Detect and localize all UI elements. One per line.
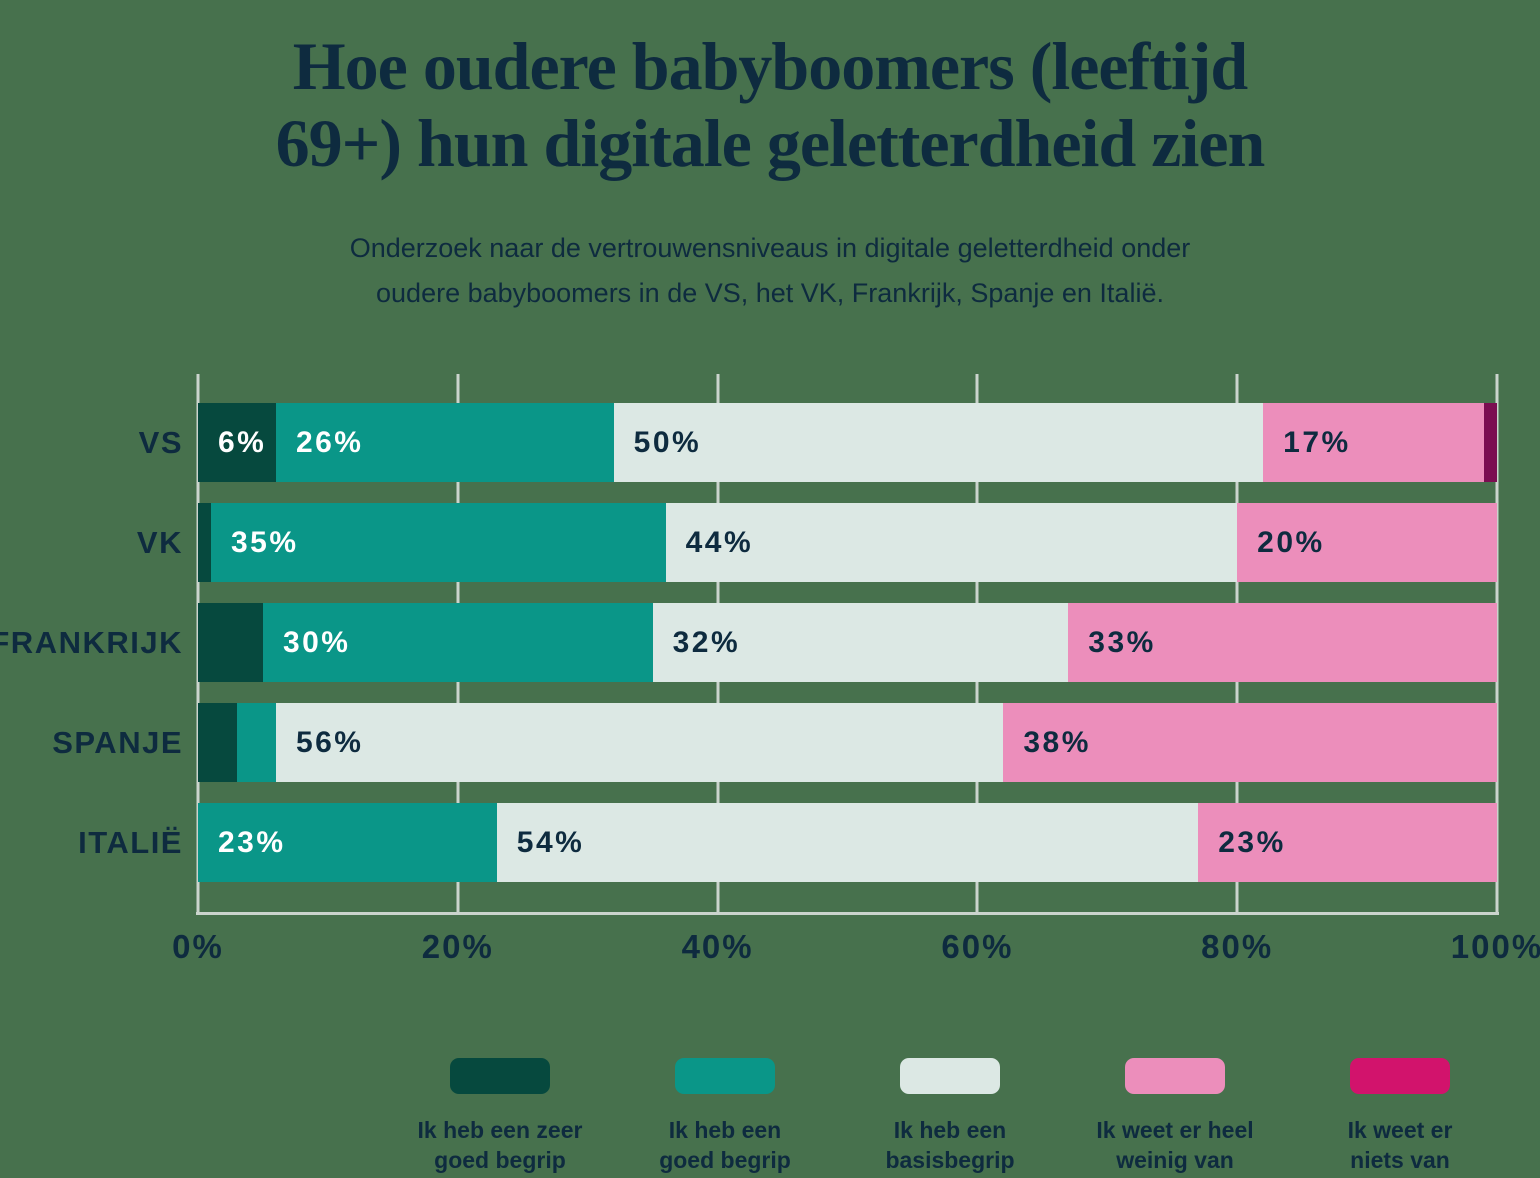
legend-item-label: Ik heb een goed begrip — [659, 1117, 791, 1174]
bar-segment: 54% — [496, 803, 1199, 883]
x-tick-label: 80% — [1201, 928, 1274, 966]
x-tick-label: 60% — [941, 928, 1014, 966]
page: Hoe oudere babyboomers (leeftijd 69+) hun… — [0, 28, 1540, 1178]
bar-segment — [1484, 403, 1497, 483]
legend-swatch — [1125, 1058, 1225, 1095]
bar-segment — [198, 703, 237, 783]
category-label: FRANKRIJK — [0, 624, 183, 660]
bar-segment: 26% — [275, 403, 614, 483]
bar-segment-label: 6% — [218, 425, 267, 459]
legend-item-1: Ik heb een zeer goed begrip — [400, 1058, 600, 1176]
x-tick-label: 20% — [421, 928, 494, 966]
bar-row-spanje: SPANJE 56% 38% — [0, 703, 1540, 783]
bar-segment-label: 23% — [218, 825, 286, 859]
x-axis-line — [196, 912, 1499, 916]
legend-item-3: Ik heb een basisbegrip — [850, 1058, 1050, 1176]
bar-segment-label: 33% — [1088, 625, 1156, 659]
bar-segment: 30% — [262, 603, 653, 683]
bar-segment — [198, 603, 263, 683]
stacked-bar: 6% 26% 50% 17% — [198, 403, 1497, 483]
bar-segment: 35% — [210, 503, 666, 583]
gridline-100 — [1495, 374, 1499, 913]
bar-segment-label: 32% — [672, 625, 741, 659]
bar-segment-label: 38% — [1023, 725, 1091, 759]
stacked-bar: 30% 32% 33% — [198, 603, 1497, 683]
chart-subtitle-line-2: oudere babyboomers in de VS, het VK, Fra… — [376, 278, 1164, 309]
x-axis: 0% 20% 40% 60% 80% 100% — [0, 928, 1540, 974]
bar-segment-label: 54% — [516, 825, 585, 859]
legend-item-label: Ik weet er heel weinig van — [1096, 1117, 1254, 1174]
category-label: VS — [138, 424, 183, 460]
legend-swatch — [1350, 1058, 1450, 1095]
legend-item-4: Ik weet er heel weinig van — [1075, 1058, 1275, 1176]
legend-item-label: Ik heb een zeer goed begrip — [417, 1117, 583, 1174]
legend-swatch — [450, 1058, 550, 1095]
legend-swatch — [900, 1058, 1000, 1095]
x-tick-label: 40% — [681, 928, 754, 966]
bar-segment: 23% — [1198, 803, 1497, 883]
bar-segment: 33% — [1068, 603, 1497, 683]
bar-segment-label: 26% — [295, 425, 364, 459]
chart-subtitle: Onderzoek naar de vertrouwensniveaus in … — [0, 226, 1540, 317]
bar-segment-label: 17% — [1283, 425, 1351, 459]
bar-rows: VS 6% 26% 50% 17% VK 35% 44% 20% FRANKRIJK 30% 32% 3… — [0, 374, 1540, 912]
x-tick-label: 0% — [172, 928, 224, 966]
legend-item-label: Ik heb een basisbegrip — [885, 1117, 1015, 1174]
bar-segment: 44% — [665, 503, 1238, 583]
bar-segment: 32% — [652, 603, 1069, 683]
bar-segment-label: 50% — [633, 425, 702, 459]
bar-segment — [236, 703, 276, 783]
category-label: VK — [136, 524, 183, 560]
category-label: ITALIË — [78, 824, 183, 860]
legend-swatch — [675, 1058, 775, 1095]
bar-segment: 50% — [613, 403, 1264, 483]
stacked-bar-chart: VS 6% 26% 50% 17% VK 35% 44% 20% FRANKRIJK 30% 32% 3… — [0, 374, 1540, 916]
legend-item-5: Ik weet er niets van — [1300, 1058, 1500, 1176]
bar-row-vs: VS 6% 26% 50% 17% — [0, 403, 1540, 483]
legend: Ik heb een zeer goed begrip Ik heb een go… — [400, 1058, 1500, 1176]
stacked-bar: 56% 38% — [198, 703, 1497, 783]
stacked-bar: 35% 44% 20% — [198, 503, 1497, 583]
bar-segment-label: 56% — [295, 725, 364, 759]
bar-segment: 56% — [275, 703, 1004, 783]
bar-row-vk: VK 35% 44% 20% — [0, 503, 1540, 583]
chart-subtitle-line-1: Onderzoek naar de vertrouwensniveaus in … — [349, 232, 1191, 263]
bar-row-italië: ITALIË 23% 54% 23% — [0, 803, 1540, 883]
legend-item-label: Ik weet er niets van — [1347, 1117, 1453, 1174]
category-label: SPANJE — [52, 724, 183, 760]
bar-segment: 38% — [1003, 703, 1497, 783]
chart-title-line-1: Hoe oudere babyboomers (leeftijd — [292, 28, 1248, 104]
legend-item-2: Ik heb een goed begrip — [625, 1058, 825, 1176]
bar-segment: 17% — [1263, 403, 1484, 483]
bar-segment-label: 44% — [685, 525, 754, 559]
chart-title: Hoe oudere babyboomers (leeftijd 69+) hun… — [0, 28, 1540, 182]
bar-segment: 20% — [1237, 503, 1497, 583]
bar-segment: 6% — [198, 403, 276, 483]
bar-row-frankrijk: FRANKRIJK 30% 32% 33% — [0, 603, 1540, 683]
x-tick-label: 100% — [1450, 928, 1540, 966]
bar-segment-label: 35% — [230, 525, 299, 559]
bar-segment — [198, 503, 211, 583]
bar-segment: 23% — [198, 803, 497, 883]
bar-segment-label: 23% — [1218, 825, 1286, 859]
chart-title-line-2: 69+) hun digitale geletterdheid zien — [275, 104, 1266, 181]
bar-segment-label: 30% — [282, 625, 351, 659]
bar-segment-label: 20% — [1257, 525, 1325, 559]
stacked-bar: 23% 54% 23% — [198, 803, 1497, 883]
